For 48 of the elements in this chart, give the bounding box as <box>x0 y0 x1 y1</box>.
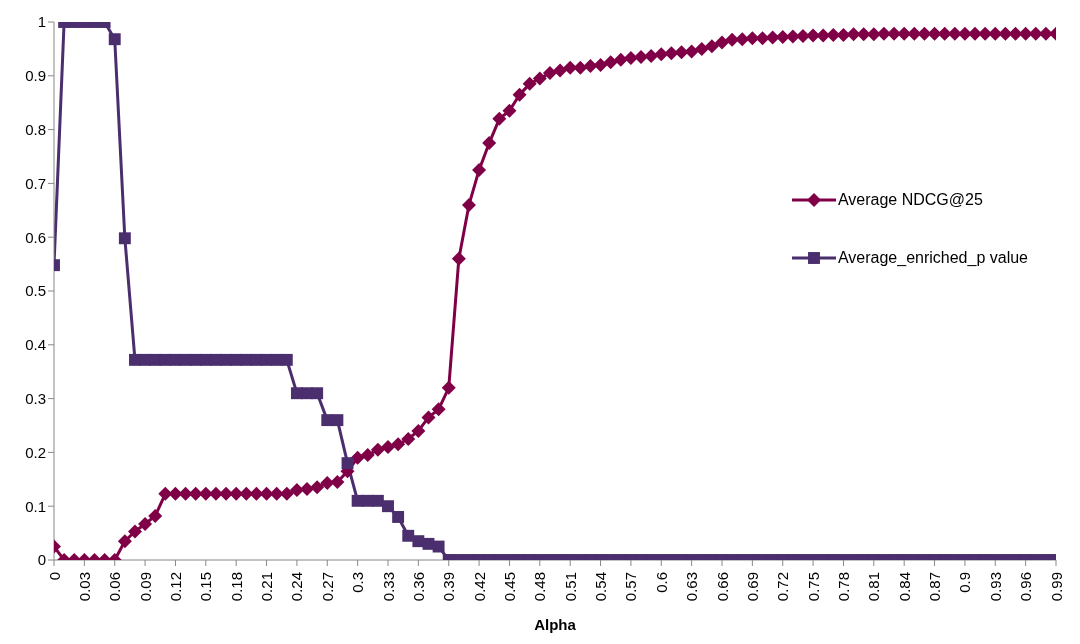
x-tick-label: 0.66 <box>713 572 731 602</box>
x-tick-label: 0.57 <box>622 572 640 602</box>
x-tick-label: 0.93 <box>986 572 1004 602</box>
y-tick-label: 0.2 <box>25 443 46 461</box>
legend-label: Average NDCG@25 <box>837 191 983 209</box>
x-tick-label: 0.27 <box>318 572 336 602</box>
x-tick-label: 0.99 <box>1047 572 1065 602</box>
x-tick-label: 0.18 <box>227 572 245 602</box>
x-tick-label: 0.09 <box>136 572 154 602</box>
x-tick-label: 0.12 <box>166 572 184 602</box>
x-tick-label: 0.78 <box>834 572 852 602</box>
y-tick-label: 0.3 <box>25 389 46 407</box>
x-tick-label: 0.33 <box>379 572 397 602</box>
legend-label: Average_enriched_p value <box>837 249 1028 267</box>
x-tick-label: 0.15 <box>197 572 215 602</box>
x-tick-label: 0.36 <box>409 572 427 602</box>
x-tick-label: 0.42 <box>470 572 488 602</box>
x-tick-label: 0.48 <box>531 572 549 602</box>
y-tick-label: 0.7 <box>25 174 46 192</box>
y-tick-label: 0.6 <box>25 228 46 246</box>
x-tick-label: 0.6 <box>652 572 670 593</box>
x-tick-label: 0.21 <box>258 572 276 602</box>
x-tick-label: 0.06 <box>106 572 124 602</box>
x-tick-label: 0.63 <box>683 572 701 602</box>
x-tick-label: 0.75 <box>804 572 822 602</box>
x-tick-label: 0.54 <box>592 572 610 602</box>
x-tick-label: 0.03 <box>75 572 93 602</box>
x-tick-label: 0.3 <box>349 572 367 593</box>
x-tick-label: 0.51 <box>561 572 579 602</box>
y-tick-label: 0.9 <box>25 67 46 85</box>
x-tick-label: 0.87 <box>926 572 944 602</box>
x-tick-label: 0.9 <box>956 572 974 593</box>
y-tick-label: 0 <box>37 551 46 569</box>
x-tick-label: 0.84 <box>895 572 913 602</box>
x-tick-label: 0.69 <box>743 572 761 602</box>
x-axis-title: Alpha <box>534 616 577 633</box>
x-tick-label: 0.72 <box>774 572 792 602</box>
x-tick-label: 0.39 <box>440 572 458 602</box>
y-tick-label: 0.8 <box>25 120 46 138</box>
y-tick-label: 0.4 <box>25 336 46 354</box>
x-tick-label: 0.96 <box>1017 572 1035 602</box>
x-tick-label: 0.81 <box>865 572 883 602</box>
x-tick-label: 0 <box>45 572 63 581</box>
x-tick-label: 0.45 <box>500 572 518 602</box>
x-tick-label: 0.24 <box>288 572 306 602</box>
y-tick-label: 0.1 <box>25 497 46 515</box>
y-tick-label: 1 <box>37 13 46 31</box>
y-tick-label: 0.5 <box>25 282 46 300</box>
